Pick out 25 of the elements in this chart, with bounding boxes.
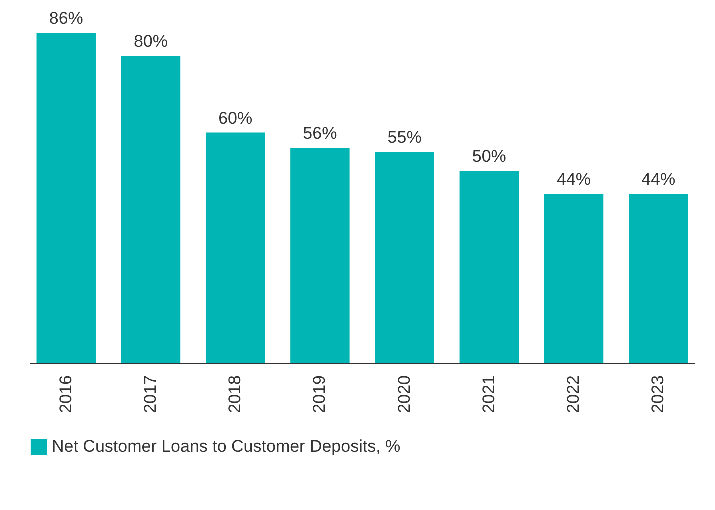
bar	[36, 33, 96, 363]
x-tick-label: 2017	[140, 376, 160, 414]
x-tick-label: 2016	[56, 376, 76, 414]
data-label: 44%	[557, 170, 592, 190]
bar	[375, 152, 434, 363]
data-label: 44%	[642, 170, 676, 190]
data-label: 86%	[49, 9, 84, 28]
data-label: 50%	[472, 147, 506, 166]
data-label: 60%	[218, 108, 253, 128]
x-tick-label: 2018	[226, 376, 245, 414]
x-tick-label: 2021	[479, 376, 498, 414]
x-tick-label: 2019	[310, 376, 330, 414]
data-label: 56%	[303, 124, 338, 144]
bar	[629, 194, 688, 363]
data-label: 80%	[134, 32, 168, 52]
x-tick-label: 2022	[564, 376, 584, 414]
data-label: 55%	[388, 128, 422, 147]
bar	[121, 56, 181, 363]
bar	[290, 148, 350, 363]
legend-label: Net Customer Loans to Customer Deposits, %	[52, 437, 401, 456]
x-tick-label: 2020	[394, 376, 414, 414]
bar	[206, 132, 266, 363]
bar	[460, 171, 520, 363]
x-tick-label: 2023	[648, 376, 668, 414]
bar	[544, 194, 604, 363]
